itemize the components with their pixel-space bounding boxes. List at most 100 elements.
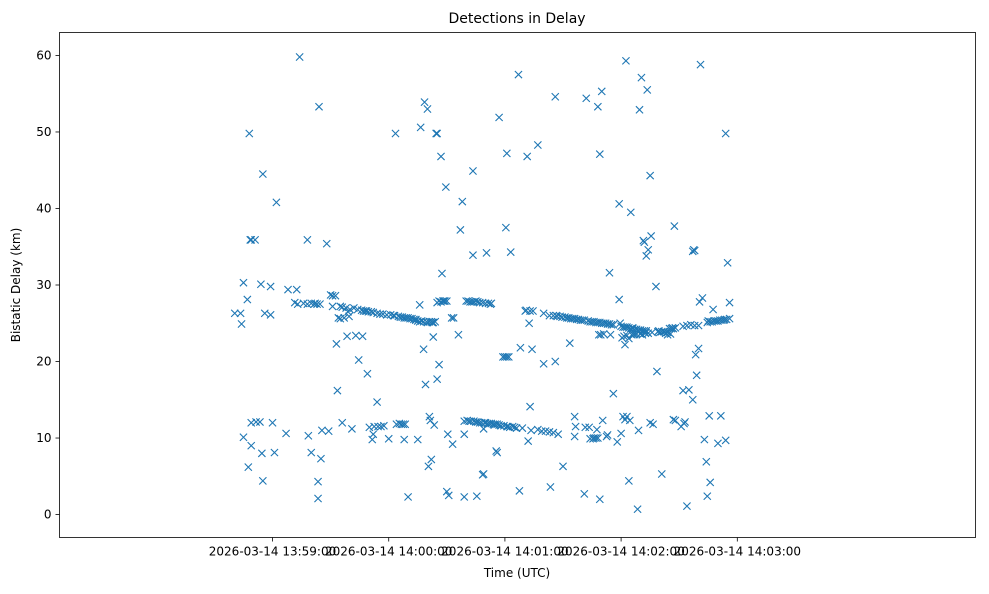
- data-point: [449, 313, 458, 322]
- data-point: [642, 251, 651, 260]
- data-point: [634, 426, 643, 435]
- data-point: [721, 129, 730, 138]
- data-point: [444, 491, 453, 500]
- data-point: [431, 317, 440, 326]
- data-point: [690, 321, 699, 330]
- data-point: [725, 314, 734, 323]
- data-point: [625, 416, 634, 425]
- data-point: [506, 248, 515, 257]
- data-point: [696, 60, 705, 69]
- data-point: [590, 434, 598, 443]
- data-point: [549, 428, 558, 437]
- data-point: [537, 427, 546, 436]
- data-point: [646, 171, 655, 180]
- data-point: [345, 312, 354, 321]
- data-point: [260, 309, 269, 318]
- data-point: [597, 87, 606, 96]
- data-point: [626, 208, 635, 217]
- data-point: [593, 434, 602, 443]
- plot-frame: [59, 32, 976, 538]
- data-point: [237, 320, 246, 329]
- data-point: [621, 56, 630, 65]
- x-tick-label: 2026-03-14 14:01:00: [441, 545, 568, 559]
- data-point: [314, 494, 323, 503]
- data-point: [516, 343, 525, 352]
- data-point: [472, 492, 481, 501]
- data-point: [432, 129, 441, 138]
- data-point: [524, 437, 533, 446]
- data-point: [559, 462, 567, 471]
- data-point: [369, 430, 378, 439]
- data-point: [643, 85, 652, 94]
- data-point: [351, 331, 360, 340]
- data-point: [641, 329, 650, 338]
- y-tick-label: 0: [44, 508, 52, 522]
- data-point: [576, 316, 585, 325]
- data-point: [713, 439, 722, 448]
- data-point: [620, 332, 629, 341]
- data-point: [581, 423, 590, 432]
- data-point: [456, 225, 465, 234]
- y-tick-label: 10: [36, 431, 51, 445]
- data-point: [551, 92, 560, 101]
- data-point: [671, 323, 680, 332]
- data-point: [501, 223, 510, 232]
- data-point: [324, 427, 333, 436]
- data-point: [416, 123, 425, 132]
- data-point: [363, 369, 372, 378]
- data-point: [370, 422, 379, 431]
- data-point: [527, 426, 536, 435]
- data-point: [657, 470, 666, 478]
- data-point: [419, 345, 428, 354]
- data-point: [482, 248, 491, 257]
- data-point: [651, 282, 660, 291]
- data-point: [694, 321, 703, 330]
- data-point: [430, 421, 439, 430]
- data-point: [669, 324, 678, 333]
- y-tick-label: 40: [36, 201, 51, 215]
- data-point: [247, 235, 256, 244]
- data-point: [328, 291, 337, 300]
- data-point: [343, 332, 352, 341]
- y-tick-label: 60: [36, 48, 51, 62]
- data-point: [493, 448, 502, 457]
- data-point: [624, 476, 633, 485]
- data-point: [243, 295, 252, 304]
- data-point: [709, 305, 718, 314]
- data-point: [252, 417, 261, 426]
- data-point: [307, 448, 316, 457]
- data-point: [607, 320, 616, 329]
- data-point: [270, 448, 279, 457]
- data-point: [328, 302, 337, 311]
- data-point: [570, 412, 579, 421]
- data-point: [442, 487, 451, 496]
- data-point: [255, 417, 264, 426]
- data-point: [400, 435, 409, 444]
- data-point: [652, 367, 661, 376]
- data-point: [251, 235, 260, 244]
- data-point: [716, 411, 725, 420]
- data-point: [438, 297, 447, 306]
- data-point: [391, 129, 400, 138]
- data-point: [539, 359, 548, 368]
- data-point: [421, 380, 430, 389]
- data-point: [518, 424, 527, 433]
- data-point: [347, 424, 356, 433]
- data-point: [525, 319, 534, 328]
- data-point: [354, 355, 363, 364]
- data-point: [397, 420, 406, 429]
- data-point: [487, 299, 496, 308]
- data-point: [570, 432, 579, 441]
- data-point: [303, 235, 312, 244]
- data-point: [314, 477, 323, 486]
- data-point: [502, 352, 511, 361]
- data-point: [316, 454, 325, 463]
- x-axis-label: Time (UTC): [483, 566, 550, 580]
- data-point: [258, 170, 267, 179]
- data-point: [437, 152, 445, 161]
- data-point: [526, 307, 535, 316]
- data-point: [551, 357, 560, 366]
- data-point: [448, 440, 457, 449]
- data-point: [725, 298, 734, 307]
- data-point: [379, 421, 388, 430]
